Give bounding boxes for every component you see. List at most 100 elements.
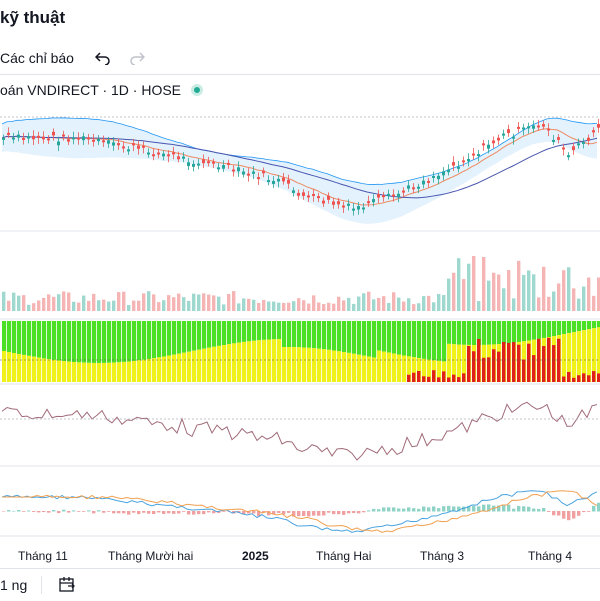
macd-histogram-bar [2, 511, 6, 512]
macd-histogram-bar [252, 511, 256, 514]
indicators-button[interactable]: Các chỉ báo [0, 50, 74, 66]
candle-body [187, 162, 190, 167]
trend-yellow-bar [572, 332, 577, 382]
trend-red-bar [452, 374, 456, 382]
trend-yellow-bar [77, 362, 82, 382]
trend-yellow-bar [297, 347, 302, 382]
trend-green-bar [332, 321, 337, 351]
trend-green-bar [17, 321, 22, 354]
volume-bar [267, 301, 271, 311]
trend-green-bar [542, 321, 547, 338]
trend-yellow-bar [32, 356, 37, 382]
macd-histogram-bar [32, 511, 36, 512]
candle-body [122, 146, 125, 149]
volume-bar [277, 302, 281, 311]
macd-histogram-bar [377, 509, 381, 512]
trend-red-bar [457, 377, 461, 382]
macd-histogram-bar [197, 511, 201, 515]
trend-yellow-bar [117, 362, 122, 382]
trend-green-bar [97, 321, 102, 363]
trend-green-bar [82, 321, 87, 363]
candle-body [377, 194, 380, 198]
macd-histogram-bar [337, 511, 341, 515]
candle-body [117, 143, 120, 146]
trend-yellow-bar [142, 359, 147, 382]
trend-yellow-bar [347, 352, 352, 382]
trend-green-bar [27, 321, 32, 356]
candle-body [462, 160, 465, 163]
trend-yellow-bar [192, 350, 197, 382]
volume-bar [67, 292, 71, 311]
trend-green-bar [522, 321, 527, 342]
trend-green-bar [172, 321, 177, 355]
trend-yellow-bar [62, 361, 67, 382]
range-button[interactable]: 1 ng [0, 577, 28, 593]
trend-green-bar [262, 321, 267, 340]
macd-histogram-bar [322, 511, 326, 516]
volume-bar [447, 278, 451, 311]
candle-body [362, 207, 365, 210]
trend-green-bar [137, 321, 142, 361]
candle-body [182, 156, 185, 159]
volume-bar [527, 270, 531, 311]
volume-bar [382, 296, 386, 311]
trend-yellow-bar [47, 359, 52, 382]
candle-body [342, 205, 345, 208]
candle-body [537, 125, 540, 128]
redo-icon[interactable] [126, 47, 148, 69]
macd-histogram-bar [317, 511, 321, 516]
trend-green-bar [422, 321, 427, 359]
trend-yellow-bar [167, 355, 172, 382]
trend-green-bar [32, 321, 37, 357]
candle-body [467, 159, 470, 162]
candle-body [407, 185, 410, 189]
candle-body [287, 179, 290, 184]
volume-bar [562, 270, 566, 311]
candle-body [72, 137, 75, 140]
macd-histogram-bar [202, 511, 206, 515]
trend-green-bar [182, 321, 187, 353]
volume-bar [457, 258, 461, 311]
candle-body [67, 139, 70, 142]
trend-red-bar [467, 345, 471, 382]
candle-body [97, 138, 100, 142]
trend-yellow-bar [82, 362, 87, 382]
trend-green-bar [2, 321, 7, 351]
trend-green-bar [112, 321, 117, 363]
calendar-range-icon[interactable] [56, 574, 78, 596]
volume-bar [32, 303, 36, 311]
trend-yellow-bar [417, 358, 422, 382]
volume-bar [337, 296, 341, 311]
trend-green-bar [502, 321, 507, 344]
chart-canvas[interactable]: Tháng 11 Tháng Mười hai 2025 Tháng Hai Tháng… [0, 76, 600, 568]
volume-bar [402, 301, 406, 311]
trend-red-bar [442, 371, 446, 382]
trend-green-bar [327, 321, 332, 350]
trend-green-bar [22, 321, 27, 355]
candle-body [542, 124, 545, 127]
trend-red-bar [417, 371, 421, 382]
trend-green-bar [267, 321, 272, 340]
trend-green-bar [197, 321, 202, 350]
trend-yellow-bar [457, 344, 462, 382]
undo-icon[interactable] [92, 47, 114, 69]
candle-body [307, 195, 310, 198]
trend-green-bar [47, 321, 52, 360]
candle-body [227, 162, 230, 165]
candle-body [87, 137, 90, 140]
macd-histogram-bar [482, 504, 486, 512]
trend-yellow-bar [222, 344, 227, 382]
volume-bar [477, 301, 481, 311]
candle-body [2, 137, 5, 140]
trend-green-bar [212, 321, 217, 347]
volume-bar [342, 300, 346, 311]
candle-body [217, 167, 220, 170]
trend-red-bar [587, 375, 591, 382]
volume-bar [217, 296, 221, 311]
macd-histogram-bar [187, 511, 191, 515]
volume-bar [122, 291, 126, 311]
candle-body [272, 180, 275, 184]
macd-histogram-bar [62, 509, 66, 512]
trend-green-bar [62, 321, 67, 362]
candle-body [472, 153, 475, 156]
